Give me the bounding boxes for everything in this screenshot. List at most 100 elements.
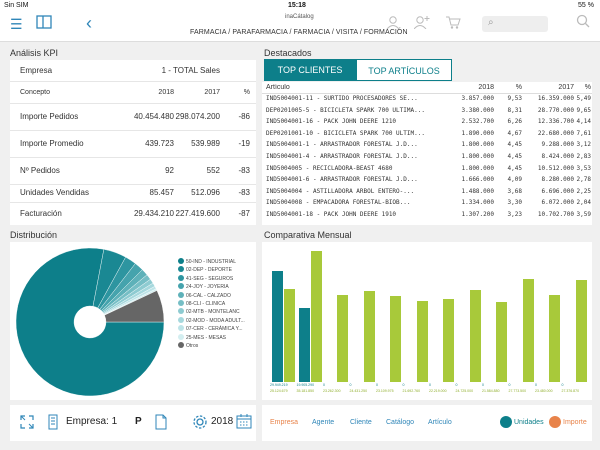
amount-toggle-icon[interactable] [549, 416, 561, 428]
cell-pct-2018: 4,45 [507, 141, 522, 149]
cell-pct-2017: 3,53 [576, 164, 591, 172]
year-selector[interactable]: 2018 [211, 416, 234, 427]
pie-slice[interactable] [15, 247, 165, 397]
kpi-company-value: 1 - TOTAL Sales [161, 66, 220, 75]
table-row[interactable]: IND5004001-6 - ARRASTRADOR FORESTAL J.D.… [262, 176, 592, 187]
cell-2017: 22.680.000 [537, 129, 574, 137]
col-pct-2018[interactable]: % [515, 84, 522, 91]
legend-item[interactable]: 08-CLI - CLINICA [178, 300, 225, 307]
p-button[interactable]: P [135, 416, 142, 427]
user-icon[interactable] [386, 15, 400, 32]
bar-2017[interactable] [416, 301, 428, 382]
filter-catalogo[interactable]: Catálogo [386, 419, 415, 426]
col-2017[interactable]: 2017 [558, 84, 574, 91]
search-button-icon[interactable] [576, 14, 590, 31]
filter-empresa[interactable]: Empresa [270, 419, 299, 426]
sidebar-toggle-icon[interactable] [36, 15, 52, 32]
kpi-label: Unidades Vendidas [20, 188, 89, 197]
carrier-text: Sin SIM [4, 2, 29, 9]
table-row[interactable]: IND5004001-1 - ARRASTRADOR FORESTAL J.D.… [262, 141, 592, 152]
menu-icon[interactable]: ☰ [10, 16, 23, 32]
bar-2017[interactable] [284, 288, 295, 382]
bar-2017[interactable] [496, 301, 507, 382]
bar-2017[interactable] [469, 290, 481, 382]
bar-2017[interactable] [363, 291, 375, 382]
legend-item[interactable]: Otros [178, 342, 198, 349]
bar-label-2017: 23.480.000 [535, 389, 553, 393]
cell-article: IND5004001-6 - ARRASTRADOR FORESTAL J.D.… [266, 176, 418, 184]
bar-2018[interactable] [298, 307, 310, 382]
cart-icon[interactable] [445, 15, 461, 32]
kpi-row[interactable]: Unidades Vendidas 85.457 512.096 -83 [10, 185, 256, 203]
search-input[interactable]: ⌕ [482, 16, 548, 32]
bar-label-2018: 0 [349, 383, 352, 387]
cell-2017: 12.336.700 [537, 118, 574, 126]
kpi-row[interactable]: Facturación 29.434.210 227.419.600 -87 [10, 203, 256, 225]
bar-2017[interactable] [390, 296, 401, 382]
table-row[interactable]: IND5004005 - RECICLADORA-BEAST 4680 1.800… [262, 165, 592, 176]
status-bar: Sin SIM 15:18 55 % [0, 0, 600, 12]
bar-label-2017: 25.124.679 [270, 389, 288, 393]
table-row[interactable]: IND5004001-16 - PACK JOHN DEERE 1210 2.53… [262, 118, 592, 129]
company-selector[interactable]: Empresa: 1 [66, 416, 118, 427]
bar-2017[interactable] [443, 299, 454, 382]
kpi-row[interactable]: Nº Pedidos 92 552 -83 [10, 158, 256, 185]
bar-label-2018: 0 [429, 383, 431, 387]
bar-label-2018: 0 [535, 383, 537, 387]
gear-icon[interactable] [192, 414, 208, 435]
bar-label-2017: 27.376.870 [561, 389, 580, 393]
col-pct-2017[interactable]: % [584, 84, 591, 91]
legend-item[interactable]: 50-IND - INDUSTRIAL [178, 258, 236, 265]
back-chevron-icon[interactable]: ‹ [86, 13, 92, 33]
table-row[interactable]: IND5004001-18 - PACK JOHN DEERE 1910 1.30… [262, 211, 592, 222]
legend-item[interactable]: 02-MTB - MONTELANC [178, 308, 240, 315]
bar-2017[interactable] [337, 295, 348, 382]
legend-item[interactable]: 24-JOY - JOYERIA [178, 283, 229, 290]
cell-article: IND5004001-1 - ARRASTRADOR FORESTAL J.D.… [266, 141, 418, 149]
col-article[interactable]: Artículo [266, 84, 290, 91]
table-row[interactable]: IND5004001-4 - ARRASTRADOR FORESTAL J.D.… [262, 153, 592, 164]
kpi-row[interactable]: Importe Promedio 439.723 539.989 -19 [10, 131, 256, 158]
table-row[interactable]: DEP0201001-10 - BICICLETA SPARK 700 ULTI… [262, 130, 592, 141]
expand-icon[interactable] [20, 415, 34, 434]
legend-swatch [178, 274, 184, 281]
legend-unidades[interactable]: Unidades [514, 419, 544, 426]
tab-top-clientes[interactable]: TOP CLIENTES [264, 59, 356, 81]
units-toggle-icon[interactable] [500, 416, 512, 428]
kpi-row[interactable]: Importe Pedidos 40.454.480 298.074.200 -… [10, 104, 256, 131]
legend-label: 41-SEG - SEGUROS [186, 275, 234, 282]
cell-pct-2018: 4,45 [507, 164, 522, 172]
legend-item[interactable]: 02-MOD - MODA ADULT... [178, 316, 245, 324]
bar-2018[interactable] [272, 270, 283, 382]
bar-2017[interactable] [575, 280, 587, 382]
filter-articulo[interactable]: Artículo [428, 419, 452, 426]
calendar-icon[interactable] [236, 413, 252, 434]
col-2018[interactable]: 2018 [478, 84, 494, 91]
kpi-col-2018: 2018 [158, 89, 174, 96]
table-row[interactable]: IND5004004 - ASTILLADORA ÁRBOL ENTERO-..… [262, 188, 592, 199]
legend-item[interactable]: 07-CER - CERÁMICA Y... [178, 325, 243, 332]
pie-slice[interactable] [104, 290, 165, 323]
legend-item[interactable]: 02-DEP - DEPORTE [178, 266, 232, 273]
add-user-icon[interactable] [413, 15, 430, 32]
legend-item[interactable]: 25-MES - MESAS [178, 333, 226, 341]
tab-top-articulos[interactable]: TOP ARTÍCULOS [356, 59, 452, 81]
table-row[interactable]: IND5004008 - EMPACADORA FORESTAL-BIOB...… [262, 199, 592, 210]
cell-pct-2018: 3,23 [507, 211, 522, 218]
cell-2018: 1.666.000 [461, 176, 494, 184]
legend-item[interactable]: 06-CAL - CALZADO [178, 291, 231, 299]
bar-value-labels: 29.949.219 25.124.679 19.905.290 35.181.850… [270, 383, 588, 397]
bar-2017[interactable] [310, 250, 322, 382]
filter-cliente[interactable]: Cliente [350, 419, 372, 426]
document-icon[interactable] [155, 414, 167, 435]
legend-item[interactable]: 41-SEG - SEGUROS [178, 274, 234, 282]
table-row[interactable]: DEP0201005-5 - BICICLETA SPARK 700 ULTIM… [262, 107, 592, 118]
kpi-company-row[interactable]: Empresa 1 - TOTAL Sales [10, 60, 256, 82]
bar-2017[interactable] [522, 278, 534, 382]
legend-importe[interactable]: Importe [563, 419, 587, 426]
bar-2017[interactable] [549, 294, 560, 382]
cell-article: DEP0201005-5 - BICICLETA SPARK 700 ULTIM… [266, 106, 425, 114]
kpi-header-row: Concepto 2018 2017 % [10, 82, 256, 104]
table-row[interactable]: IND5004001-11 - SURTIDO PROCESADORES SE.… [262, 95, 592, 106]
filter-agente[interactable]: Agente [312, 419, 335, 426]
